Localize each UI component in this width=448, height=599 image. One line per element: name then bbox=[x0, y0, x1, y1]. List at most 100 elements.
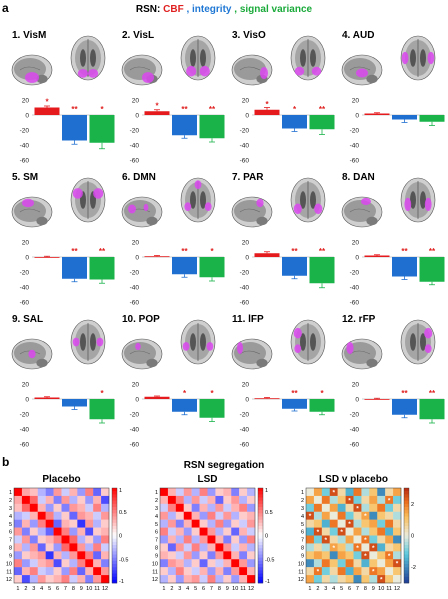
heatmap-cell bbox=[53, 567, 62, 576]
brain-sagittal bbox=[121, 54, 163, 86]
heatmap-cell bbox=[369, 551, 378, 560]
x-tick-label: 6 bbox=[202, 586, 205, 592]
heatmap-cell bbox=[345, 543, 354, 552]
brain-sagittal bbox=[231, 54, 273, 86]
panel-b-title: RSN segregation bbox=[184, 460, 265, 471]
colorbar-segment bbox=[258, 557, 263, 562]
y-tick-label: 4 bbox=[155, 514, 158, 520]
significant-cell-marker: * bbox=[332, 545, 335, 552]
sulcus-line bbox=[129, 66, 151, 71]
activation-blob bbox=[204, 202, 212, 212]
bar-signal-variance bbox=[199, 115, 225, 139]
y-tick-label: 1 bbox=[301, 490, 304, 496]
bar-cbf bbox=[144, 111, 170, 115]
bar-signal-variance bbox=[89, 115, 115, 143]
heatmap-cell bbox=[183, 488, 192, 497]
heatmap-cell bbox=[329, 543, 338, 552]
heatmap-cell bbox=[37, 503, 46, 512]
heatmap-cell bbox=[329, 551, 338, 560]
heatmap-cell bbox=[29, 567, 38, 576]
colorbar-tick-label: 1 bbox=[119, 488, 122, 494]
heatmap-cell bbox=[223, 488, 232, 497]
colorbar-tick-label: 0 bbox=[265, 534, 268, 540]
heatmap-cell bbox=[61, 559, 70, 568]
heatmap-cell bbox=[69, 527, 78, 536]
heatmap-cell bbox=[85, 575, 94, 584]
y-tick-label: 0 bbox=[135, 113, 139, 120]
activation-blob bbox=[22, 198, 34, 208]
left-ventricle bbox=[190, 333, 196, 351]
heatmap-cell bbox=[61, 535, 70, 544]
heatmap-cell bbox=[321, 551, 330, 560]
brain-sagittal bbox=[341, 196, 383, 228]
heatmap-cell bbox=[393, 575, 402, 584]
heatmap-cell bbox=[345, 559, 354, 568]
cerebellum bbox=[36, 358, 48, 368]
heatmap-cell bbox=[393, 488, 402, 497]
heatmap-cell bbox=[199, 535, 208, 544]
y-tick-label: 6 bbox=[155, 530, 158, 536]
heatmap-cell bbox=[69, 535, 78, 544]
heatmap-cell bbox=[337, 551, 346, 560]
brain-sagittal bbox=[231, 196, 273, 228]
colorbar-segment bbox=[258, 522, 263, 527]
y-tick-label: -20 bbox=[130, 270, 140, 277]
heatmap-cell bbox=[167, 567, 177, 576]
heatmap-cell bbox=[223, 519, 232, 528]
sulcus-line bbox=[19, 350, 41, 355]
colorbar-segment bbox=[112, 522, 117, 527]
colorbar-segment bbox=[112, 560, 117, 565]
bar-chart: 20 0 -20 -40 -60 bbox=[350, 98, 445, 165]
colorbar-segment bbox=[258, 545, 263, 549]
y-tick-label: -60 bbox=[130, 158, 140, 165]
heatmap-cell bbox=[53, 551, 62, 560]
colorbar-segment bbox=[112, 519, 117, 524]
network-panel-4: 4. AUD 20 0 -20 -40 -60 bbox=[341, 30, 445, 165]
activation-blob bbox=[427, 51, 435, 65]
colorbar-segment bbox=[112, 557, 117, 562]
heatmap-cell bbox=[247, 551, 256, 560]
heatmap-cell bbox=[313, 519, 323, 528]
network-title: 8. DAN bbox=[342, 172, 375, 183]
y-tick-label: 12 bbox=[6, 577, 12, 583]
y-tick-label: 0 bbox=[355, 397, 359, 404]
heatmap-cell bbox=[53, 575, 62, 584]
heatmap-cell bbox=[77, 535, 86, 544]
heatmap-cell bbox=[369, 567, 378, 576]
heatmap-cell bbox=[21, 495, 31, 505]
colorbar-tick-label: -2 bbox=[411, 565, 416, 571]
heatmap-cell bbox=[223, 567, 232, 576]
right-ventricle bbox=[420, 191, 426, 209]
y-tick-label: 8 bbox=[155, 546, 158, 552]
heatmap-cell bbox=[337, 567, 346, 576]
cerebellum bbox=[256, 216, 268, 226]
heatmap-cell bbox=[37, 551, 46, 560]
left-ventricle bbox=[410, 49, 416, 67]
heatmap-cell bbox=[345, 519, 354, 528]
bar-signal-variance bbox=[309, 399, 335, 412]
network-title: 12. rFP bbox=[342, 314, 376, 325]
heatmap-cell bbox=[321, 543, 330, 552]
heatmap-cell bbox=[361, 511, 370, 520]
significant-cell-marker: * bbox=[348, 521, 351, 528]
heatmap-cell bbox=[45, 511, 54, 520]
heatmap-cell bbox=[29, 575, 38, 584]
heatmap-cell bbox=[223, 551, 232, 560]
heatmap-cell bbox=[215, 527, 224, 536]
activation-blob bbox=[256, 198, 264, 208]
brain-gray-matter bbox=[14, 58, 46, 80]
x-tick-label: 9 bbox=[372, 586, 375, 592]
heatmap-cell bbox=[306, 535, 315, 544]
heatmap-cell bbox=[85, 519, 94, 528]
heatmap-cell bbox=[45, 551, 54, 560]
colorbar-tick-label: 0 bbox=[119, 534, 122, 540]
heatmap-cell bbox=[93, 543, 102, 552]
heatmap-cell bbox=[385, 527, 394, 536]
left-ventricle bbox=[190, 49, 196, 67]
heatmap-cell bbox=[247, 567, 256, 576]
heatmap-cell bbox=[77, 511, 86, 520]
heatmap-cell bbox=[160, 567, 169, 576]
bar-chart: 20 0 -20 -40 -60 ** ** bbox=[350, 382, 445, 449]
y-tick-label: -60 bbox=[130, 442, 140, 449]
heatmap-cell bbox=[45, 535, 54, 544]
